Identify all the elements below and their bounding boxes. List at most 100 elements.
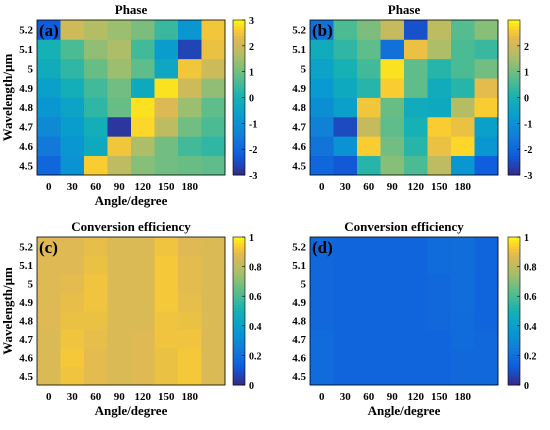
colorbar-segment [233, 344, 245, 349]
y-tick-label: 4.6 [19, 141, 33, 153]
heatmap-cell [154, 292, 179, 312]
colorbar-segment [508, 311, 520, 315]
heatmap-cell [84, 348, 108, 367]
colorbar-tick-label: 0.4 [524, 322, 537, 333]
y-tick-label: 4.9 [292, 297, 306, 309]
y-tick-label: 5 [28, 278, 34, 290]
colorbar-segment [508, 42, 520, 47]
colorbar-segment [233, 298, 245, 303]
heatmap-cell [333, 237, 358, 256]
colorbar-segment [508, 129, 520, 134]
colorbar-segment [508, 142, 520, 147]
heatmap-cell [310, 329, 334, 349]
heatmap-cell [37, 311, 61, 330]
heatmap-cell [310, 311, 334, 330]
heatmap-cell [84, 116, 108, 137]
colorbar-segment [233, 149, 245, 153]
colorbar-segment [508, 87, 520, 92]
colorbar-tick-label: 1 [524, 68, 529, 79]
panel-label: (b) [312, 21, 333, 40]
colorbar-segment [233, 264, 245, 269]
colorbar-segment [233, 289, 245, 293]
heatmap-cell [154, 366, 179, 386]
y-tick-label: 4.5 [292, 160, 306, 172]
colorbar-segment [508, 246, 520, 250]
colorbar-segment [508, 152, 520, 157]
heatmap-cell [380, 155, 405, 176]
x-tick-label: 150 [431, 181, 448, 193]
heatmap-cell [107, 78, 132, 98]
colorbar-tick-label: 0.8 [249, 263, 262, 274]
heatmap-cell [357, 274, 381, 293]
colorbar-segment [233, 55, 245, 60]
heatmap-cell [154, 255, 179, 275]
heatmap-cell [84, 78, 108, 98]
colorbar-tick-label: 0 [249, 381, 254, 392]
colorbar-segment [508, 126, 520, 131]
y-tick-label: 4.5 [292, 371, 306, 383]
heatmap-cell [333, 329, 358, 349]
x-axis-label: Angle/degree [368, 403, 441, 418]
colorbar-tick-label: 0 [524, 381, 529, 392]
heatmap-cell [107, 39, 132, 60]
colorbar-segment [233, 65, 245, 69]
colorbar-tick-label: -2 [249, 145, 257, 156]
colorbar-segment [233, 91, 245, 95]
heatmap-cell [357, 97, 381, 118]
heatmap-cell [333, 78, 358, 98]
heatmap-cell [451, 155, 475, 176]
y-tick-label: 4.6 [19, 352, 33, 364]
colorbar-segment [233, 139, 245, 144]
heatmap-cell [333, 136, 358, 157]
x-tick-label: 120 [408, 181, 425, 193]
heatmap-cell [427, 58, 452, 79]
heatmap-cell [107, 58, 132, 79]
heatmap-cell [404, 274, 428, 293]
heatmap-cell [427, 97, 452, 118]
heatmap-cell [380, 78, 405, 98]
y-tick-label: 4.9 [19, 297, 33, 309]
heatmap-cell [474, 39, 499, 60]
colorbar-segment [233, 165, 245, 170]
heatmap-cell [107, 237, 132, 256]
heatmap-cell [60, 292, 85, 312]
heatmap-cell [380, 348, 405, 367]
heatmap-cell [154, 97, 179, 118]
colorbar-segment [233, 317, 245, 321]
colorbar-tick-label: 0 [249, 94, 254, 105]
colorbar-tick-label: 3 [249, 16, 254, 27]
colorbar-tick-label: 0.6 [524, 292, 537, 303]
heatmap-cell [131, 329, 155, 349]
heatmap-cell [60, 255, 85, 275]
heatmap-cell [154, 311, 179, 330]
colorbar-segment [508, 36, 520, 40]
heatmap-cell [357, 116, 381, 137]
heatmap-cell [357, 58, 381, 79]
colorbar-segment [233, 23, 245, 27]
colorbar-segment [233, 332, 245, 337]
heatmap-cell [131, 116, 155, 137]
colorbar-segment [508, 55, 520, 60]
heatmap-cell [380, 116, 405, 137]
chart-title: Phase [115, 2, 148, 17]
colorbar-segment [508, 171, 520, 176]
colorbar-segment [233, 68, 245, 73]
colorbar-segment [508, 261, 520, 266]
colorbar-segment [508, 81, 520, 86]
colorbar-segment [233, 45, 245, 50]
heatmap-cell [380, 39, 405, 60]
colorbar-segment [233, 360, 245, 364]
y-tick-label: 5.1 [19, 44, 33, 56]
x-tick-label: 120 [408, 391, 425, 403]
colorbar-tick-label: 2 [249, 42, 254, 53]
colorbar-segment [233, 78, 245, 82]
heatmap-cell [380, 274, 405, 293]
colorbar-segment [233, 168, 245, 173]
heatmap-cell [310, 255, 334, 275]
colorbar-segment [508, 68, 520, 73]
colorbar-segment [508, 372, 520, 377]
colorbar-segment [233, 335, 245, 340]
x-tick-label: 90 [387, 181, 399, 193]
heatmap-cell [333, 366, 358, 386]
heatmap-cell [333, 255, 358, 275]
